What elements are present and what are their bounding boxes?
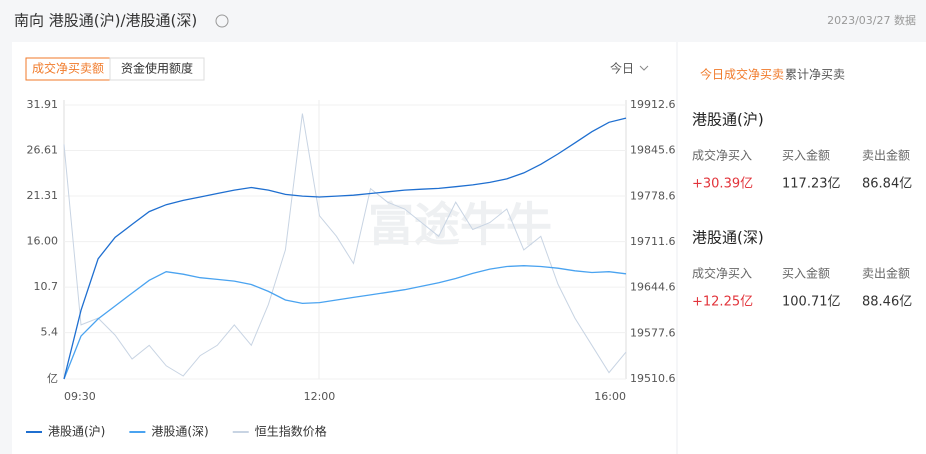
block-value: 100.71亿: [782, 295, 841, 310]
block-title: 港股通(深): [692, 229, 764, 247]
y-tick-label: 21.31: [27, 189, 59, 202]
side-tab[interactable]: 累计净买卖: [785, 68, 845, 82]
page-title: 南向 港股通(沪)/港股通(深): [14, 12, 197, 30]
y2-tick-label: 19912.6: [630, 98, 676, 111]
block-value: +30.39亿: [692, 177, 753, 192]
series-line: [63, 265, 627, 380]
tab-inactive[interactable]: [109, 57, 205, 81]
x-tick-label: 12:00: [304, 390, 336, 403]
side-tab-active[interactable]: 今日成交净买卖: [700, 67, 784, 82]
y-tick-label: 31.91: [27, 98, 59, 111]
x-tick-label: 09:30: [64, 390, 96, 403]
x-tick-label: 16:00: [594, 390, 626, 403]
y-tick-label: 16.00: [27, 235, 59, 248]
legend-label: 港股通(深): [151, 425, 208, 439]
tab[interactable]: 资金使用额度: [121, 61, 193, 76]
block-header: 买入金额: [782, 266, 830, 281]
block-header: 成交净买入: [692, 148, 752, 163]
y2-tick-label: 19845.6: [630, 144, 676, 157]
block-title: 港股通(沪): [692, 111, 764, 129]
block-value: +12.25亿: [692, 295, 753, 310]
period-select[interactable]: 今日: [610, 61, 634, 76]
y2-tick-label: 19577.6: [630, 326, 676, 339]
series-line: [63, 117, 627, 380]
y-tick-label: 10.7: [34, 280, 59, 293]
y2-tick-label: 19644.6: [630, 281, 676, 294]
block-value: 88.46亿: [862, 295, 912, 310]
y2-tick-label: 19711.6: [630, 235, 676, 248]
date: 2023/03/27 数据: [827, 13, 916, 27]
y-tick-label: 26.61: [27, 144, 59, 157]
y-tick-label: 亿: [47, 372, 58, 385]
block-value: 86.84亿: [862, 177, 912, 192]
y2-tick-label: 19510.6: [630, 372, 676, 385]
block-header: 卖出金额: [862, 148, 910, 163]
block-header: 买入金额: [782, 148, 830, 163]
chart: 亿 5.4 10.7 16.00 21.31 26.61 31.91 19510.6 19577…: [26, 98, 676, 439]
y-tick-label: 5.4: [41, 326, 59, 339]
block-header: 卖出金额: [862, 266, 910, 281]
y2-tick-label: 19778.6: [630, 189, 676, 202]
tab[interactable]: 成交净买卖额: [32, 61, 104, 76]
legend-label: 港股通(沪): [48, 425, 105, 439]
side-panel: [678, 42, 926, 454]
dropdown-arrow: [639, 65, 649, 71]
block-header: 成交净买入: [692, 266, 752, 281]
info-icon[interactable]: [215, 14, 229, 28]
block-value: 117.23亿: [782, 177, 841, 192]
series-line: [63, 113, 627, 377]
legend-label: 恒生指数价格: [255, 424, 327, 439]
